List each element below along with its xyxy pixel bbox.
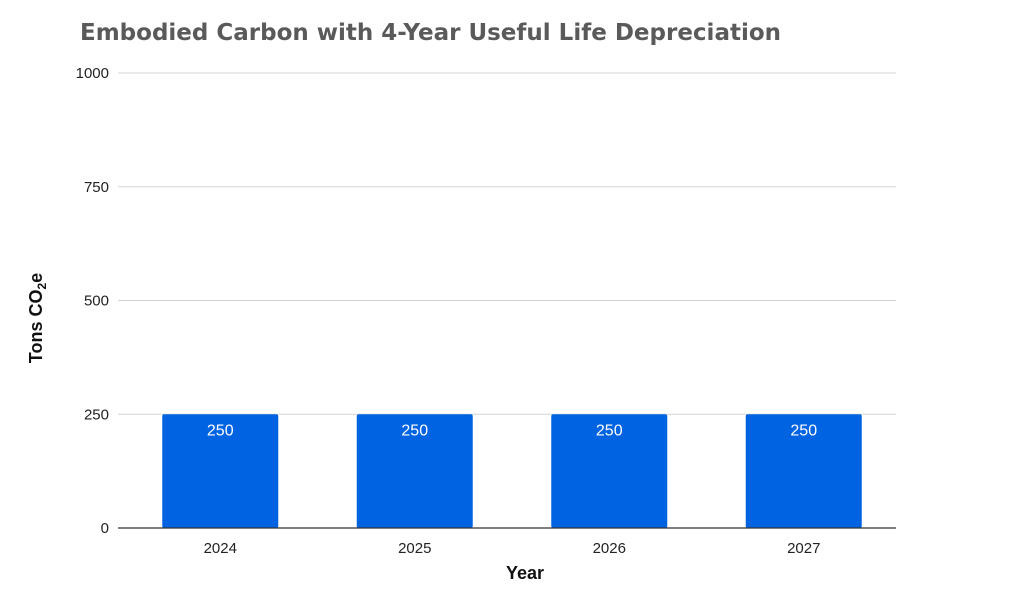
- bar: [551, 414, 668, 528]
- y-axis-title-main: Tons CO: [26, 290, 46, 364]
- x-tick-label: 2027: [787, 540, 820, 557]
- y-tick-label: 250: [84, 406, 109, 423]
- x-tick-labels: 2024 2025 2026 2027: [204, 540, 821, 557]
- bars: [162, 414, 862, 528]
- y-tick-label: 750: [84, 179, 109, 196]
- y-axis-title: Tons CO2e: [26, 273, 49, 363]
- x-axis-title: Year: [506, 563, 544, 583]
- y-tick-label: 0: [101, 520, 109, 537]
- bar: [162, 414, 279, 528]
- y-tick-label: 500: [84, 293, 109, 310]
- x-tick-label: 2025: [398, 540, 431, 557]
- bar-data-label: 250: [401, 422, 428, 439]
- bar-data-labels: 250 250 250 250: [207, 422, 817, 439]
- bar: [356, 414, 473, 528]
- bar-data-label: 250: [790, 422, 817, 439]
- chart-title: Embodied Carbon with 4-Year Useful Life …: [80, 20, 781, 46]
- y-axis-title-tail: e: [26, 273, 46, 283]
- x-tick-label: 2024: [204, 540, 237, 557]
- y-axis-title-subscript: 2: [35, 283, 49, 290]
- bar-data-label: 250: [596, 422, 623, 439]
- y-tick-label: 1000: [76, 65, 109, 82]
- gridlines: [118, 72, 896, 415]
- bar: [745, 414, 862, 528]
- bar-data-label: 250: [207, 422, 234, 439]
- y-tick-labels: 0 250 500 750 1000: [76, 65, 109, 537]
- x-tick-label: 2026: [593, 540, 626, 557]
